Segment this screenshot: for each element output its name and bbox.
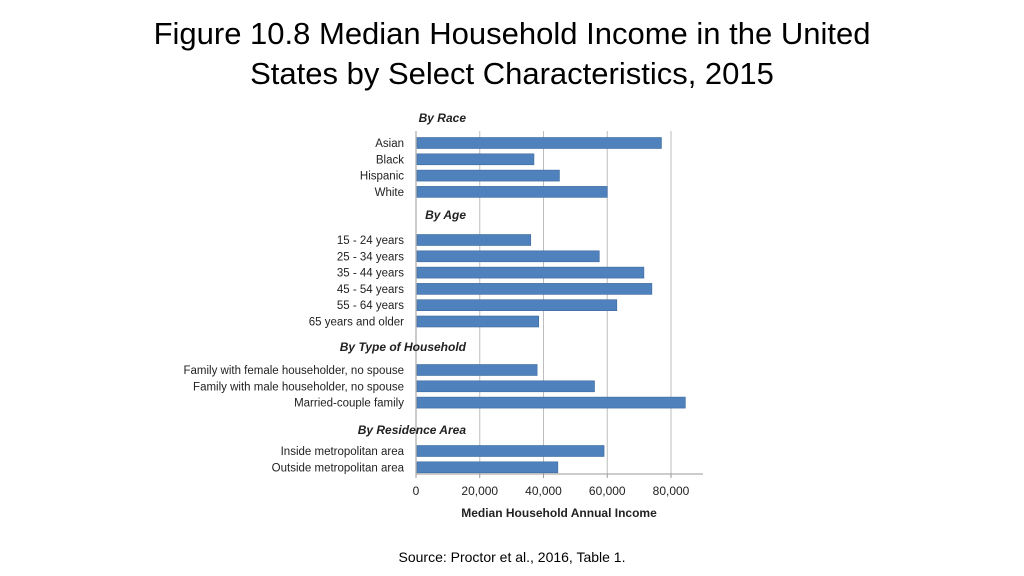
- category-label: Outside metropolitan area: [272, 462, 405, 474]
- category-label: 45 - 54 years: [337, 284, 404, 296]
- category-label: Hispanic: [360, 171, 404, 183]
- bar: [416, 266, 645, 279]
- bar: [416, 445, 605, 457]
- bar: [416, 364, 538, 376]
- category-label: Family with male householder, no spouse: [193, 381, 404, 393]
- category-label: Asian: [375, 138, 404, 150]
- bar: [416, 137, 662, 149]
- category-label: 25 - 34 years: [337, 251, 404, 263]
- slide-title-line-1: Figure 10.8 Median Household Income in t…: [153, 16, 871, 51]
- group-header: By Type of Household: [340, 340, 467, 354]
- category-label: 55 - 64 years: [337, 300, 404, 312]
- source-note: Source: Proctor et al., 2016, Table 1.: [398, 549, 626, 565]
- bar: [416, 315, 540, 328]
- bar: [416, 153, 535, 166]
- bar: [416, 396, 686, 409]
- x-tick-label: 20,000: [461, 484, 498, 498]
- bar: [416, 380, 595, 393]
- bar: [416, 299, 618, 312]
- x-tick-label: 60,000: [589, 484, 626, 498]
- bar: [416, 234, 532, 246]
- bar: [416, 169, 560, 182]
- bar: [416, 250, 600, 263]
- category-label: Black: [376, 154, 404, 166]
- slide-title-line-2: States by Select Characteristics, 2015: [250, 56, 774, 91]
- x-tick-label: 80,000: [653, 484, 690, 498]
- category-label: Family with female householder, no spous…: [183, 365, 404, 377]
- bar: [416, 283, 653, 295]
- slide-title: Figure 10.8 Median Household Income in t…: [0, 14, 1024, 94]
- category-label: 15 - 24 years: [337, 235, 404, 247]
- category-label: 65 years and older: [309, 317, 404, 329]
- group-header: By Age: [425, 208, 466, 222]
- bar: [416, 186, 608, 198]
- category-label: 35 - 44 years: [337, 268, 404, 280]
- bar: [416, 461, 559, 474]
- group-header: By Race: [419, 111, 467, 125]
- x-tick-label: 40,000: [525, 484, 562, 498]
- x-tick-label: 0: [413, 484, 420, 498]
- category-label: Inside metropolitan area: [281, 446, 405, 458]
- category-label: Married-couple family: [294, 398, 404, 410]
- category-label: White: [375, 187, 404, 199]
- group-header: By Residence Area: [358, 423, 467, 437]
- x-axis-label: Median Household Annual Income: [461, 506, 657, 520]
